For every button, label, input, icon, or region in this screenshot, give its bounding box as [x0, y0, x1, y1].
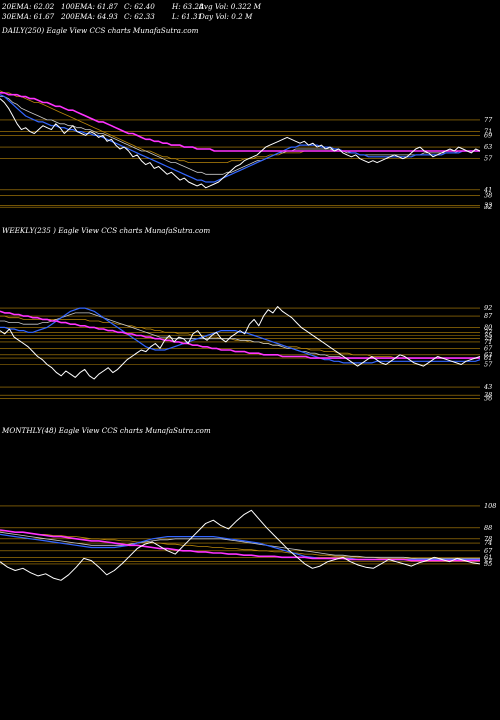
- weekly-tick-label-9: 61: [484, 354, 492, 362]
- stat-ema200: 200EMA: 64.93: [61, 12, 118, 21]
- weekly-tick-label-13: 36: [484, 394, 492, 402]
- stat-ema30: 30EMA: 61.67: [2, 12, 55, 21]
- weekly-tick-label-7: 67: [484, 344, 493, 352]
- daily-tick-label-2: 69: [484, 131, 492, 139]
- stat-close: C: 62.33: [124, 12, 155, 21]
- monthly-price-line: [0, 509, 481, 581]
- monthly-tick-label-5: 61: [484, 553, 492, 561]
- daily-tick-label-6: 38: [484, 192, 492, 200]
- weekly-tick-label-1: 87: [484, 312, 493, 320]
- monthly-tick-label-2: 78: [484, 535, 492, 543]
- daily-ema-30-line: [0, 96, 480, 175]
- monthly-ema-30-line: [0, 531, 480, 559]
- daily-price-line: [0, 98, 481, 189]
- monthly-tick-label-4: 67: [484, 547, 493, 555]
- monthly-tick-label-6: 57: [484, 558, 493, 566]
- weekly-tick-label-4: 75: [484, 332, 492, 340]
- weekly-tick-label-2: 80: [484, 323, 492, 331]
- monthly-ema-100-line: [0, 530, 480, 560]
- monthly-tick-label-0: 108: [484, 502, 496, 510]
- weekly-tick-label-11: 43: [483, 383, 492, 391]
- weekly-ema-20-line: [0, 307, 481, 364]
- weekly-panel-title: WEEKLY(235 ) Eagle View CCS charts Munaf…: [2, 226, 211, 235]
- daily-ema-20-line: [0, 94, 480, 183]
- stat-low: L: 61.31: [172, 12, 203, 21]
- daily-tick-label-5: 41: [483, 186, 492, 194]
- monthly-tick-label-3: 74: [484, 539, 492, 547]
- weekly-tick-label-3: 77: [484, 328, 493, 336]
- weekly-price-line: [0, 306, 481, 380]
- daily-tick-label-7: 33: [484, 201, 492, 209]
- daily-ema-200-line: [0, 92, 480, 152]
- weekly-tick-label-10: 57: [484, 361, 493, 369]
- stat-high: H: 63.28: [172, 2, 204, 11]
- weekly-tick-label-12: 38: [484, 391, 492, 399]
- weekly-tick-label-5: 73: [484, 335, 492, 343]
- weekly-tick-label-8: 63: [484, 351, 492, 359]
- weekly-tick-label-6: 71: [484, 338, 492, 346]
- daily-tick-label-8: 32: [484, 203, 492, 211]
- weekly-tick-label-0: 92: [484, 304, 492, 312]
- monthly-panel-title: MONTHLY(48) Eagle View CCS charts Munafa…: [2, 426, 211, 435]
- daily-tick-label-4: 57: [484, 155, 493, 163]
- daily-tick-label-1: 71: [484, 128, 492, 136]
- daily-tick-label-3: 63: [484, 143, 492, 151]
- stat-open: C: 62.40: [124, 2, 155, 11]
- monthly-tick-label-1: 88: [484, 524, 492, 532]
- stat-ema100: 100EMA: 61.87: [61, 2, 118, 11]
- stat-ema20: 20EMA: 62.02: [2, 2, 55, 11]
- monthly-ema-200-line: [0, 529, 480, 562]
- daily-tick-label-0: 77: [484, 116, 493, 124]
- daily-panel-title: DAILY(250) Eagle View CCS charts MunafaS…: [2, 26, 199, 35]
- weekly-ema-200-line: [0, 310, 480, 359]
- stat-day-vol: Day Vol: 0.2 M: [199, 12, 253, 21]
- stat-avg-vol: Avg Vol: 0.322 M: [199, 2, 261, 11]
- monthly-tick-label-7: 55: [484, 560, 492, 568]
